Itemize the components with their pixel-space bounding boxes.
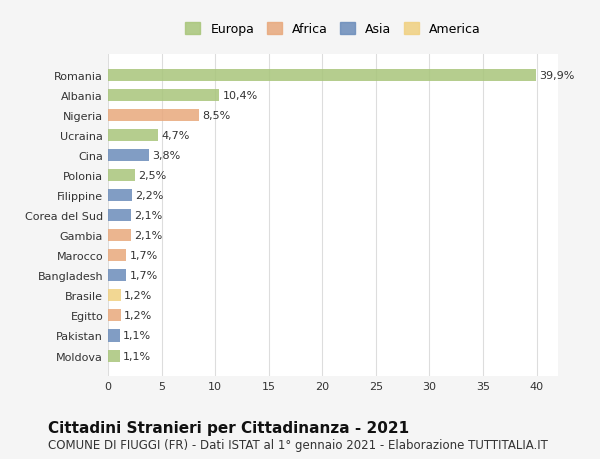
Text: 1,7%: 1,7% <box>130 271 158 281</box>
Bar <box>108 190 131 202</box>
Legend: Europa, Africa, Asia, America: Europa, Africa, Asia, America <box>182 20 484 40</box>
Text: Cittadini Stranieri per Cittadinanza - 2021: Cittadini Stranieri per Cittadinanza - 2… <box>48 420 409 435</box>
Text: 3,8%: 3,8% <box>152 151 180 161</box>
Bar <box>108 350 120 362</box>
Text: 2,1%: 2,1% <box>134 211 162 221</box>
Text: COMUNE DI FIUGGI (FR) - Dati ISTAT al 1° gennaio 2021 - Elaborazione TUTTITALIA.: COMUNE DI FIUGGI (FR) - Dati ISTAT al 1°… <box>48 438 548 451</box>
Bar <box>108 130 158 142</box>
Bar <box>108 290 121 302</box>
Bar <box>108 330 120 342</box>
Text: 2,1%: 2,1% <box>134 231 162 241</box>
Text: 10,4%: 10,4% <box>223 91 258 101</box>
Bar <box>108 70 536 82</box>
Text: 2,2%: 2,2% <box>135 191 163 201</box>
Bar <box>108 110 199 122</box>
Text: 1,2%: 1,2% <box>124 311 152 321</box>
Bar <box>108 170 135 182</box>
Text: 8,5%: 8,5% <box>202 111 230 121</box>
Bar <box>108 90 220 102</box>
Text: 1,1%: 1,1% <box>123 351 151 361</box>
Text: 1,2%: 1,2% <box>124 291 152 301</box>
Bar <box>108 210 131 222</box>
Bar <box>108 310 121 322</box>
Text: 1,7%: 1,7% <box>130 251 158 261</box>
Bar <box>108 250 126 262</box>
Bar <box>108 150 149 162</box>
Bar <box>108 270 126 282</box>
Text: 4,7%: 4,7% <box>161 131 190 141</box>
Bar <box>108 230 131 242</box>
Text: 39,9%: 39,9% <box>539 71 574 81</box>
Text: 2,5%: 2,5% <box>138 171 166 181</box>
Text: 1,1%: 1,1% <box>123 331 151 341</box>
